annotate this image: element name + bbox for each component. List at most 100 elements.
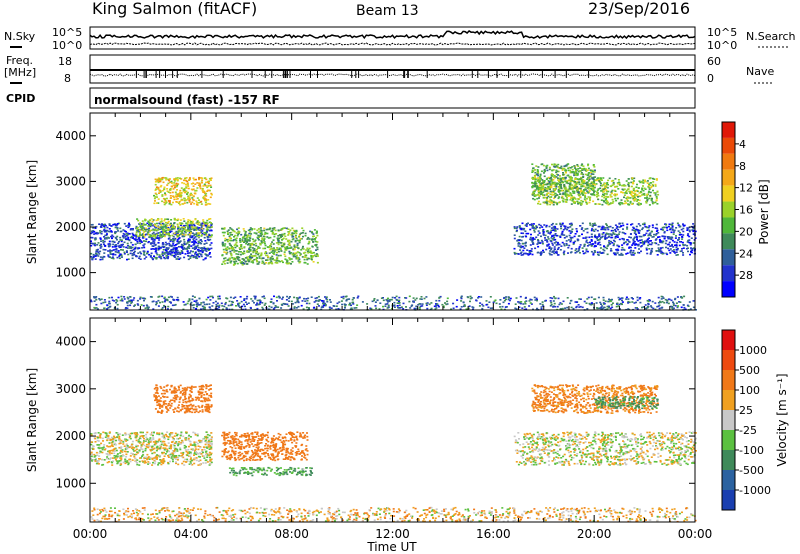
range-cell bbox=[120, 295, 123, 298]
range-cell bbox=[529, 244, 532, 246]
range-cell bbox=[628, 246, 631, 249]
range-cell bbox=[579, 187, 582, 190]
range-cell bbox=[605, 183, 608, 185]
range-cell bbox=[604, 202, 607, 204]
range-cell bbox=[147, 229, 150, 231]
range-cell bbox=[657, 236, 659, 238]
range-cell bbox=[632, 238, 635, 241]
range-cell bbox=[250, 253, 253, 255]
range-cell bbox=[138, 257, 141, 259]
range-cell bbox=[636, 308, 639, 310]
range-cell bbox=[118, 244, 121, 247]
range-cell bbox=[666, 301, 668, 304]
range-cell bbox=[625, 189, 628, 192]
range-cell bbox=[161, 228, 164, 231]
range-cell bbox=[639, 245, 642, 248]
range-cell bbox=[106, 233, 108, 235]
range-cell bbox=[285, 238, 288, 240]
range-cell bbox=[178, 251, 180, 254]
range-cell bbox=[635, 233, 637, 236]
range-cell bbox=[418, 306, 421, 309]
noise-sky-trace bbox=[89, 30, 696, 40]
range-cell bbox=[167, 218, 170, 221]
range-cell bbox=[133, 250, 136, 253]
range-cell bbox=[529, 224, 531, 226]
range-cell bbox=[183, 187, 186, 190]
range-cell bbox=[356, 304, 359, 306]
range-cell bbox=[169, 240, 172, 242]
range-cell bbox=[421, 303, 424, 305]
range-cell bbox=[196, 302, 199, 305]
range-cell bbox=[122, 237, 125, 239]
range-cell bbox=[201, 187, 204, 190]
range-cell bbox=[244, 301, 247, 303]
range-cell bbox=[478, 305, 481, 307]
range-cell bbox=[306, 258, 309, 261]
range-cell bbox=[249, 258, 252, 261]
range-cell bbox=[249, 245, 252, 247]
range-cell bbox=[418, 308, 421, 310]
range-cell bbox=[576, 188, 579, 190]
range-cell bbox=[177, 229, 180, 231]
range-cell bbox=[247, 243, 249, 246]
range-cell bbox=[578, 235, 581, 237]
range-cell bbox=[393, 301, 396, 304]
range-cell bbox=[178, 191, 181, 194]
range-cell bbox=[596, 243, 599, 246]
range-cell bbox=[253, 232, 256, 234]
range-cell bbox=[184, 177, 187, 180]
range-cell bbox=[100, 224, 103, 226]
range-cell bbox=[664, 242, 667, 245]
range-cell bbox=[648, 237, 650, 239]
range-cell bbox=[676, 241, 679, 244]
range-cell bbox=[152, 234, 155, 236]
range-cell bbox=[133, 238, 136, 240]
range-cell bbox=[578, 181, 581, 183]
range-cell bbox=[259, 300, 262, 302]
range-cell bbox=[592, 200, 595, 203]
range-cell bbox=[139, 296, 142, 299]
range-cell bbox=[195, 227, 198, 229]
range-cell bbox=[557, 297, 560, 300]
range-cell bbox=[305, 249, 308, 251]
range-cell bbox=[664, 235, 667, 238]
range-cell bbox=[342, 295, 345, 298]
range-cell bbox=[598, 307, 601, 309]
range-cell bbox=[199, 224, 202, 226]
range-cell bbox=[598, 239, 601, 241]
range-cell bbox=[185, 199, 188, 201]
range-cell bbox=[231, 229, 234, 231]
range-cell bbox=[209, 196, 212, 199]
range-cell bbox=[172, 188, 175, 190]
range-cell bbox=[228, 247, 231, 250]
range-cell bbox=[607, 300, 610, 303]
range-cell bbox=[557, 182, 560, 185]
range-cell bbox=[174, 191, 177, 194]
range-cell bbox=[208, 248, 211, 250]
range-cell bbox=[552, 203, 555, 206]
range-cell bbox=[200, 234, 203, 236]
range-cell bbox=[256, 307, 259, 310]
range-cell bbox=[518, 302, 521, 304]
range-cell bbox=[146, 222, 149, 225]
range-cell bbox=[599, 177, 602, 180]
range-cell bbox=[521, 236, 524, 238]
range-cell bbox=[187, 187, 190, 190]
range-cell bbox=[98, 223, 101, 225]
range-cell bbox=[271, 232, 274, 235]
range-cell bbox=[234, 296, 237, 299]
range-cell bbox=[202, 249, 205, 252]
range-cell bbox=[648, 225, 651, 227]
range-cell bbox=[604, 195, 607, 198]
range-cell bbox=[580, 189, 583, 192]
range-cell bbox=[133, 305, 136, 307]
range-cell bbox=[167, 252, 170, 255]
range-cell bbox=[225, 251, 228, 254]
range-cell bbox=[682, 227, 685, 230]
range-cell bbox=[301, 247, 304, 250]
range-cell bbox=[594, 251, 597, 253]
range-cell bbox=[356, 297, 359, 299]
range-cell bbox=[217, 295, 220, 298]
range-cell bbox=[226, 246, 229, 248]
range-cell bbox=[174, 253, 177, 255]
